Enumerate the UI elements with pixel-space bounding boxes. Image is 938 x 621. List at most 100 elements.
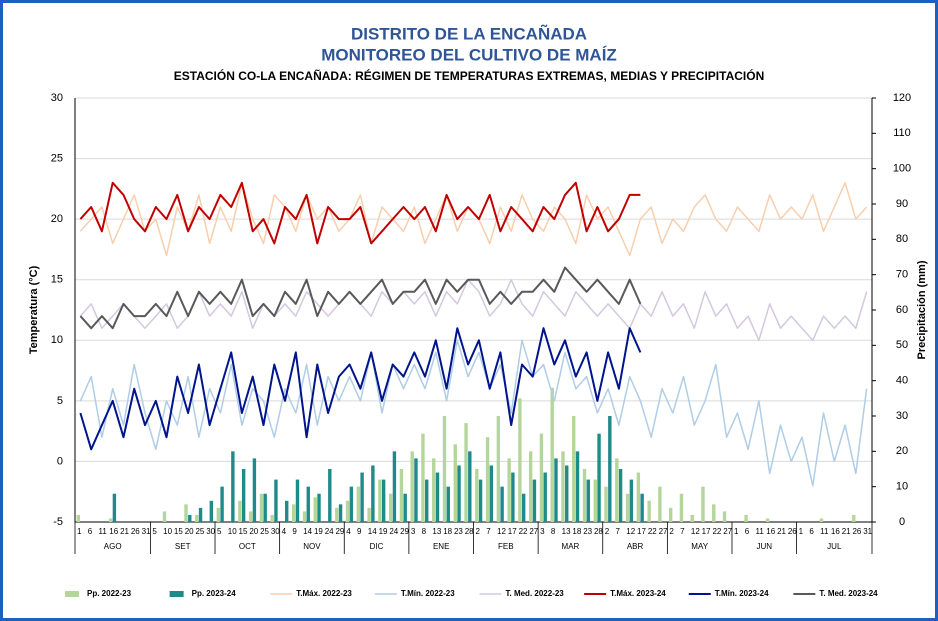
- y2-tick-label: 120: [893, 92, 911, 104]
- precip-bar: [274, 479, 278, 522]
- x-tick-label: 22: [712, 527, 721, 536]
- x-tick-label: 6: [745, 527, 750, 536]
- x-tick-label: 1: [77, 527, 82, 536]
- x-tick-label: 7: [680, 527, 685, 536]
- precip-bar: [625, 493, 630, 522]
- x-tick-label: 16: [109, 527, 118, 536]
- x-tick-label: 14: [368, 527, 377, 536]
- precip-bar: [489, 465, 494, 522]
- y2-tick-label: 80: [896, 233, 908, 245]
- x-tick-label: 28: [594, 527, 603, 536]
- x-tick-label: 9: [357, 527, 362, 536]
- x-tick-label: 25: [260, 527, 269, 536]
- chart-title: DISTRITO DE LA ENCAÑADA: [351, 23, 587, 43]
- precip-bar: [292, 504, 296, 522]
- y2-tick-label: 40: [896, 375, 908, 387]
- x-tick-label: 12: [497, 527, 506, 536]
- x-tick-label: 23: [583, 527, 592, 536]
- precip-bar: [446, 486, 450, 522]
- precip-bar: [629, 479, 634, 522]
- x-tick-label: 28: [465, 527, 474, 536]
- precip-bar: [442, 416, 447, 522]
- x-tick-label: 27: [723, 527, 732, 536]
- y-tick-label: 5: [57, 395, 63, 407]
- precip-bar: [532, 479, 537, 522]
- month-label: MAR: [562, 542, 580, 551]
- y2-tick-label: 60: [896, 304, 908, 316]
- x-tick-label: 12: [691, 527, 700, 536]
- precip-bar: [425, 479, 429, 522]
- x-tick-label: 9: [292, 527, 297, 536]
- precip-bar: [410, 451, 414, 522]
- x-tick-label: 13: [432, 527, 441, 536]
- month-label: DIC: [370, 542, 384, 551]
- month-label: MAY: [691, 542, 708, 551]
- precip-bar: [521, 493, 526, 522]
- x-tick-label: 11: [99, 527, 108, 536]
- month-label: JUL: [827, 542, 842, 551]
- precip-bar: [188, 514, 192, 522]
- precip-bar: [421, 433, 425, 522]
- legend-label: T.Máx. 2023-24: [610, 589, 666, 598]
- precip-bar: [259, 493, 264, 522]
- precip-bar: [241, 469, 246, 522]
- x-tick-label: 15: [239, 527, 248, 536]
- x-tick-label: 16: [831, 527, 840, 536]
- x-tick-label: 26: [788, 527, 797, 536]
- precip-bar: [586, 479, 590, 522]
- x-tick-label: 4: [282, 527, 287, 536]
- x-tick-label: 26: [131, 527, 140, 536]
- precip-bar: [371, 465, 375, 522]
- y2-axis-label: Precipitación (mm): [916, 260, 928, 359]
- month-label: ENE: [433, 542, 449, 551]
- precip-bar: [582, 469, 587, 522]
- x-tick-label: 29: [335, 527, 344, 536]
- x-tick-label: 11: [756, 527, 765, 536]
- precip-bar: [345, 500, 350, 522]
- month-label: NOV: [303, 542, 321, 551]
- precip-bar: [317, 493, 321, 522]
- x-tick-label: 17: [702, 527, 711, 536]
- x-tick-label: 8: [422, 527, 427, 536]
- legend-swatch: [65, 591, 79, 597]
- y-tick-label: 25: [51, 152, 63, 164]
- x-tick-label: 10: [163, 527, 172, 536]
- x-tick-label: 19: [314, 527, 323, 536]
- y2-tick-label: 100: [893, 163, 911, 175]
- month-label: OCT: [239, 542, 256, 551]
- precip-bar: [263, 493, 267, 522]
- x-tick-label: 6: [88, 527, 93, 536]
- precip-bar: [722, 511, 727, 522]
- x-tick-label: 22: [648, 527, 657, 536]
- precip-bar: [216, 507, 221, 522]
- x-tick-label: 14: [303, 527, 312, 536]
- x-tick-label: 27: [659, 527, 668, 536]
- y2-tick-label: 20: [896, 445, 908, 457]
- x-tick-label: 5: [217, 527, 222, 536]
- x-tick-label: 7: [486, 527, 491, 536]
- precip-bar: [618, 469, 623, 522]
- y2-tick-label: 10: [896, 481, 908, 493]
- precip-bar: [295, 479, 300, 522]
- precip-bar: [414, 458, 418, 522]
- precip-bar: [252, 458, 257, 522]
- precip-bar: [765, 518, 770, 522]
- temperature-line: [79, 327, 642, 451]
- x-tick-label: 3: [411, 527, 416, 536]
- precip-bar: [285, 500, 289, 522]
- precip-bar: [432, 458, 436, 522]
- precip-bar: [302, 511, 307, 522]
- precip-bar: [518, 398, 522, 522]
- x-tick-label: 31: [863, 527, 872, 536]
- temperature-line: [79, 339, 868, 487]
- x-tick-label: 1: [734, 527, 739, 536]
- y-axis-label: Temperatura (°C): [28, 265, 40, 354]
- y-tick-label: 0: [57, 455, 63, 467]
- y2-tick-label: 30: [896, 410, 908, 422]
- precip-bar: [335, 507, 339, 522]
- legend-label: T.Mín. 2022-23: [401, 589, 455, 598]
- precip-bar: [575, 451, 580, 522]
- x-tick-label: 3: [540, 527, 545, 536]
- x-tick-label: 19: [379, 527, 388, 536]
- precip-bar: [852, 514, 856, 522]
